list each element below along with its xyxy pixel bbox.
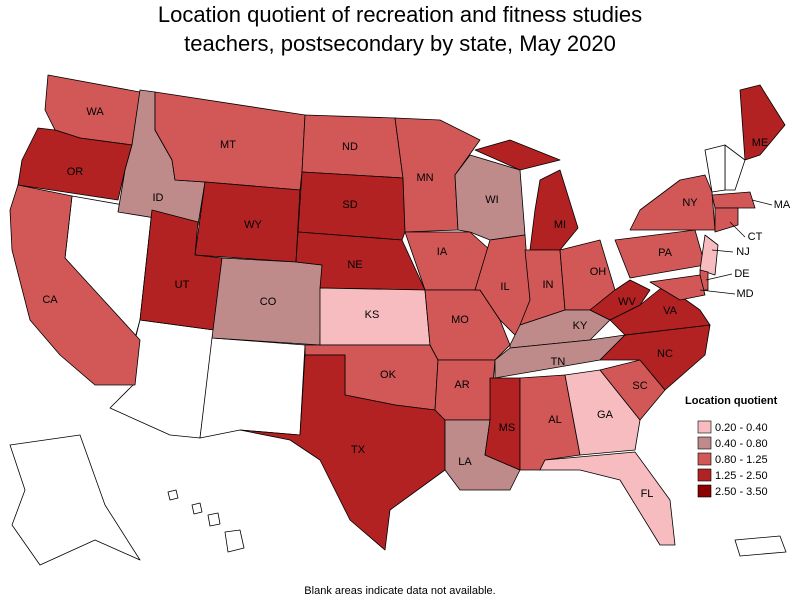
state-label: NJ [736, 246, 749, 258]
state-label: CA [42, 294, 58, 306]
states [9, 74, 786, 551]
state-label: CO [260, 296, 277, 308]
legend-label: 1.25 - 2.50 [715, 470, 768, 482]
state-label: NY [682, 197, 698, 209]
state-hi [167, 489, 179, 501]
state-label: IA [437, 246, 448, 258]
legend-title: Location quotient [685, 395, 778, 407]
state-hi [224, 529, 245, 553]
state-label: MS [499, 422, 516, 434]
state-label: WV [618, 296, 636, 308]
state [699, 234, 719, 276]
state-hi [207, 512, 221, 527]
state-label: OK [380, 369, 397, 381]
legend-swatch [697, 484, 712, 498]
state-label: NE [347, 259, 362, 271]
state-label: DE [734, 268, 749, 280]
state-label: WA [86, 106, 104, 118]
state-label: MT [220, 139, 236, 151]
state-label: SD [342, 199, 357, 211]
state [714, 207, 739, 233]
state-label: LA [458, 456, 472, 468]
state [649, 274, 706, 301]
state-ak [9, 434, 141, 566]
state-label: OH [590, 266, 607, 278]
state-label: MA [774, 199, 791, 211]
state-label: WY [244, 219, 262, 231]
state-pr [734, 535, 787, 557]
legend-swatch [697, 436, 712, 450]
leader-line [705, 273, 733, 281]
state-label: MO [451, 314, 469, 326]
state-label: MN [416, 172, 433, 184]
state-label: MI [554, 219, 566, 231]
state [484, 377, 521, 471]
leader-line [729, 221, 746, 238]
state [239, 354, 446, 551]
state [711, 191, 756, 209]
state-hi [191, 502, 203, 515]
leader-line [751, 199, 773, 206]
state [564, 369, 641, 456]
state-labels: WA OR CA ID MT WY UT CO ND SD NE KS OK TX MN IA MO AR LA WI… [42, 106, 791, 500]
legend-swatch [697, 420, 712, 434]
state-nh [724, 144, 746, 191]
state [529, 169, 579, 251]
state-label: MD [736, 288, 753, 300]
state [629, 174, 716, 231]
legend-label: 2.50 - 3.50 [715, 486, 768, 498]
state-label: KS [365, 309, 380, 321]
state [739, 84, 786, 161]
legend-swatch [697, 452, 712, 466]
legend: Location quotient 0.20 - 0.40 0.40 - 0.80… [685, 395, 778, 498]
state-label: OR [67, 166, 84, 178]
state-label: UT [175, 279, 190, 291]
leader-line [699, 289, 736, 295]
state [539, 451, 676, 546]
state-label: ND [342, 141, 358, 153]
state [474, 139, 561, 171]
map-title: Location quotient of recreation and fitn… [158, 2, 642, 27]
state-label: TN [551, 356, 566, 368]
state-label: KY [573, 320, 588, 332]
legend-swatch [697, 468, 712, 482]
state [9, 184, 141, 386]
map-title: teachers, postsecondary by state, May 20… [184, 31, 616, 56]
state-label: PA [658, 247, 673, 259]
state-label: VA [663, 305, 678, 317]
state-label: ME [752, 137, 769, 149]
state-label: CT [748, 231, 763, 243]
state-label: AL [548, 414, 561, 426]
legend-label: 0.80 - 1.25 [715, 454, 768, 466]
state-label: FL [641, 488, 654, 500]
no-data-areas [9, 144, 787, 566]
state-label: AR [454, 379, 469, 391]
legend-label: 0.40 - 0.80 [715, 438, 768, 450]
state-label: SC [632, 380, 647, 392]
state [474, 234, 531, 341]
state-nm [199, 337, 306, 439]
state [297, 171, 406, 241]
state-vt [704, 144, 726, 193]
legend-label: 0.20 - 0.40 [715, 422, 768, 434]
state [589, 279, 651, 321]
state-label: GA [597, 409, 614, 421]
state-label: IN [543, 279, 554, 291]
state-label: TX [351, 444, 366, 456]
state-label: ID [153, 192, 164, 204]
leader-line [711, 249, 734, 253]
footnote: Blank areas indicate data not available. [304, 585, 495, 597]
state-label: NC [657, 348, 673, 360]
state-label: IL [500, 281, 509, 293]
state-label: WI [485, 194, 498, 206]
